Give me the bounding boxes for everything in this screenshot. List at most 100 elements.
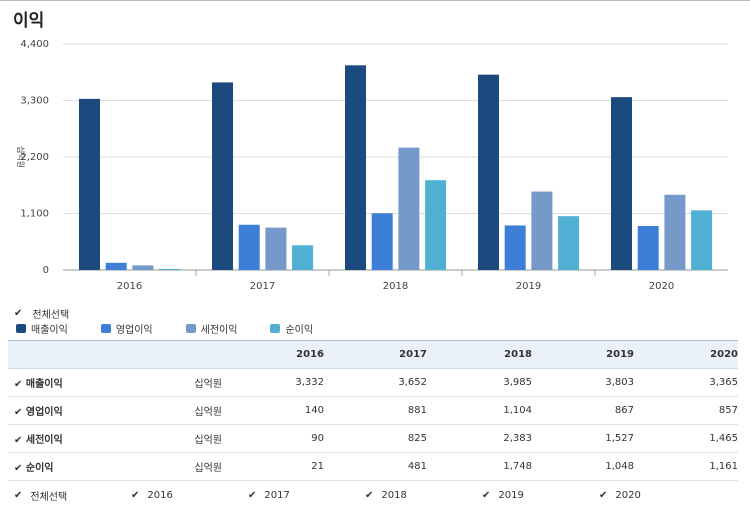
bar-2020-series-1: [637, 225, 659, 270]
year-filter-label: 2020: [615, 490, 641, 501]
bar-2019-series-2: [531, 191, 553, 270]
row-name-cell[interactable]: ✔ 매출이익: [8, 368, 118, 397]
table-row[interactable]: ✔ 매출이익 십억원 3,332 3,652 3,985 3,803 3,365: [8, 368, 738, 397]
legend-swatch: [185, 324, 196, 333]
check-icon: ✔: [14, 407, 23, 418]
value-cell: 1,465: [634, 424, 738, 453]
bar-2020-series-3: [691, 210, 713, 270]
check-icon: ✔: [14, 379, 23, 390]
year-filter-label: 2017: [264, 490, 290, 501]
check-icon: ✔: [14, 308, 23, 319]
value-cell: 2,383: [427, 424, 532, 453]
x-tick-label: 2020: [649, 281, 674, 292]
legend-label: 매출이익: [31, 325, 68, 336]
check-icon: ✔: [248, 490, 257, 501]
value-cell: 140: [222, 396, 324, 425]
check-icon: ✔: [131, 490, 140, 501]
select-all-label: 전체선택: [32, 310, 70, 321]
bar-2016-series-1: [105, 262, 127, 270]
table-header-row: 2016 2017 2018 2019 2020: [8, 340, 738, 369]
value-cell: 881: [324, 396, 427, 425]
bar-2020-series-2: [664, 194, 686, 270]
table-header: [8, 340, 118, 369]
value-cell: 3,985: [427, 368, 532, 397]
unit-cell: 십억원: [118, 452, 222, 481]
row-name-cell[interactable]: ✔ 세전이익: [8, 424, 118, 453]
bar-2020-series-0: [611, 97, 632, 270]
unit-cell: 십억원: [118, 424, 222, 453]
table-header: 2020: [634, 340, 738, 369]
page-title: 이익: [13, 11, 45, 31]
year-filter-2016[interactable]: ✔ 2016: [131, 488, 248, 503]
bar-2017-series-3: [292, 245, 314, 270]
value-cell: 867: [532, 396, 634, 425]
row-name: 영업이익: [25, 407, 63, 418]
table-row[interactable]: ✔ 영업이익 십억원 140 881 1,104 867 857: [8, 396, 738, 425]
legend-select-all[interactable]: ✔ 전체선택: [14, 306, 69, 321]
value-cell: 857: [634, 396, 738, 425]
legend-swatch: [100, 324, 111, 333]
year-filter-label: 2019: [498, 490, 524, 501]
check-icon: ✔: [14, 435, 23, 446]
y-axis-label: 십억원: [16, 146, 26, 168]
x-tick-label: 2017: [250, 281, 275, 292]
bar-2016-series-0: [79, 98, 100, 271]
table-row[interactable]: ✔ 순이익 십억원 21 481 1,748 1,048 1,161: [8, 452, 738, 481]
legend-item-series-2[interactable]: 세전이익: [185, 321, 238, 336]
year-filter-2018[interactable]: ✔ 2018: [365, 488, 482, 503]
check-icon: ✔: [482, 490, 491, 501]
legend: 매출이익 영업이익 세전이익 순이익: [16, 321, 346, 336]
value-cell: 825: [324, 424, 427, 453]
check-icon: ✔: [14, 490, 23, 501]
value-cell: 481: [324, 452, 427, 481]
value-cell: 1,048: [532, 452, 634, 481]
value-cell: 3,803: [532, 368, 634, 397]
bar-2016-series-2: [132, 265, 154, 270]
year-filter-select-all[interactable]: ✔ 전체선택: [14, 488, 131, 503]
unit-cell: 십억원: [118, 368, 222, 397]
row-name: 세전이익: [25, 435, 63, 446]
legend-item-series-1[interactable]: 영업이익: [100, 321, 153, 336]
y-tick-label: 2,200: [20, 152, 49, 163]
check-icon: ✔: [365, 490, 374, 501]
row-name-cell[interactable]: ✔ 영업이익: [8, 396, 118, 425]
value-cell: 1,104: [427, 396, 532, 425]
x-tick-label: 2016: [117, 281, 142, 292]
bar-2018-series-3: [425, 180, 447, 270]
year-filter-label: 전체선택: [30, 492, 68, 503]
top-divider: [0, 0, 750, 1]
check-icon: ✔: [14, 463, 23, 474]
bar-2017-series-0: [212, 82, 233, 270]
table-header: 2017: [324, 340, 427, 369]
value-cell: 21: [222, 452, 324, 481]
row-name: 매출이익: [25, 379, 63, 390]
year-filter-2020[interactable]: ✔ 2020: [599, 488, 716, 503]
legend-item-series-0[interactable]: 매출이익: [16, 321, 68, 336]
check-icon: ✔: [599, 490, 608, 501]
legend-item-series-3[interactable]: 순이익: [270, 321, 313, 336]
row-name: 순이익: [25, 463, 54, 474]
bar-2017-series-1: [238, 224, 260, 270]
bar-2019-series-1: [504, 225, 526, 270]
value-cell: 90: [222, 424, 324, 453]
year-filter-2019[interactable]: ✔ 2019: [482, 488, 599, 503]
row-name-cell[interactable]: ✔ 순이익: [8, 452, 118, 481]
year-filter-2017[interactable]: ✔ 2017: [248, 488, 365, 503]
value-cell: 1,527: [532, 424, 634, 453]
bar-2019-series-0: [478, 74, 499, 270]
year-filter-label: 2018: [381, 490, 407, 501]
legend-swatch: [270, 324, 281, 333]
table-header: 2019: [532, 340, 634, 369]
year-filter-bar: ✔ 전체선택 ✔ 2016 ✔ 2017 ✔ 2018 ✔ 2019 ✔ 202…: [14, 488, 716, 503]
year-filter-label: 2016: [147, 490, 173, 501]
x-tick-label: 2019: [516, 281, 541, 292]
unit-cell: 십억원: [118, 396, 222, 425]
bar-2018-series-0: [345, 65, 366, 270]
legend-label: 세전이익: [200, 325, 238, 336]
table-header: 2016: [222, 340, 324, 369]
table-header: 2018: [427, 340, 532, 369]
bar-2017-series-2: [265, 227, 287, 270]
value-cell: 3,652: [324, 368, 427, 397]
table-row[interactable]: ✔ 세전이익 십억원 90 825 2,383 1,527 1,465: [8, 424, 738, 453]
legend-label: 영업이익: [115, 325, 153, 336]
